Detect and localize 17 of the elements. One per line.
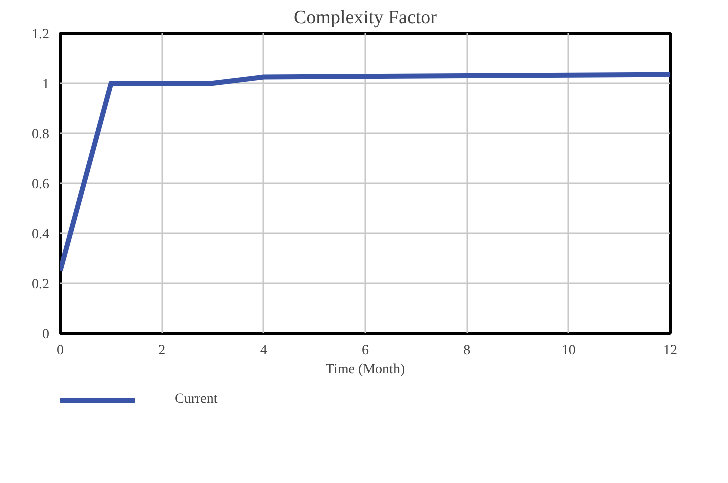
x-tick-label: 8 [464,344,471,358]
x-tick-label: 10 [562,344,576,358]
y-tick-label: 1.2 [32,28,50,42]
text: Current [175,392,218,408]
y-tick-label: 1 [42,78,50,92]
x-tick-label: 0 [57,344,64,358]
x-tick-label: 2 [158,344,166,358]
x-tick-label: 6 [362,344,369,358]
x-tick-label: 4 [260,344,268,358]
x-tick-label: 12 [664,344,678,358]
y-tick-label: 0 [42,328,50,342]
y-tick-label: 0.8 [32,128,50,142]
y-tick-label: 0.4 [32,228,50,242]
y-tick-label: 0.6 [32,178,50,192]
x-axis-title: Time (Month) [326,362,406,378]
chart-title: Complexity Factor [294,8,438,28]
y-tick-label: 0.2 [32,278,50,292]
